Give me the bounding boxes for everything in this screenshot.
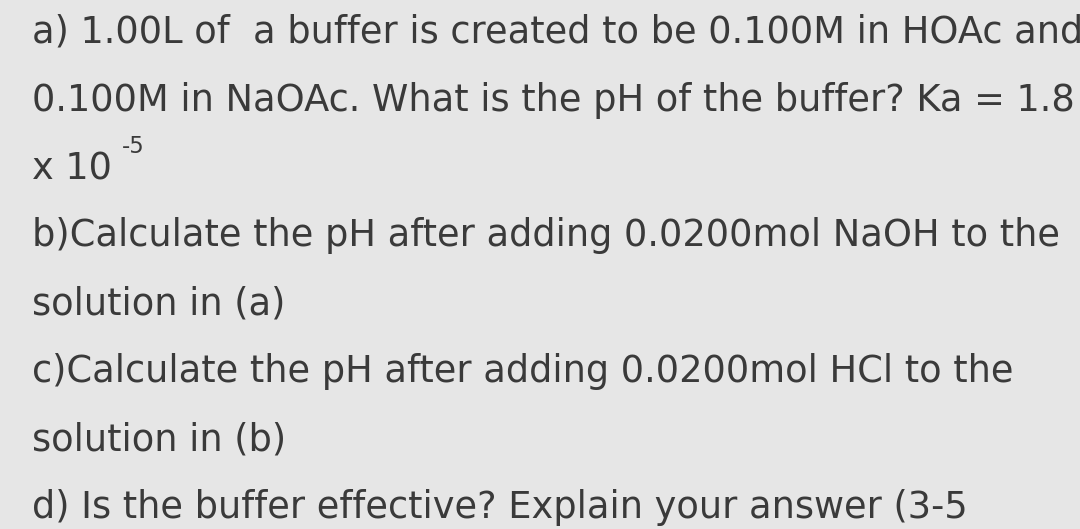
Text: solution in (a): solution in (a): [32, 286, 286, 323]
Text: b)Calculate the pH after adding 0.0200mol NaOH to the: b)Calculate the pH after adding 0.0200mo…: [32, 217, 1061, 254]
Text: d) Is the buffer effective? Explain your answer (3-5: d) Is the buffer effective? Explain your…: [32, 489, 968, 526]
Text: 0.100M in NaOAc. What is the pH of the buffer? Ka = 1.8: 0.100M in NaOAc. What is the pH of the b…: [32, 82, 1076, 119]
Text: c)Calculate the pH after adding 0.0200mol HCl to the: c)Calculate the pH after adding 0.0200mo…: [32, 353, 1014, 390]
Text: x 10: x 10: [32, 151, 112, 188]
Text: solution in (b): solution in (b): [32, 422, 286, 459]
Text: -5: -5: [122, 135, 145, 158]
Text: a) 1.00L of  a buffer is created to be 0.100M in HOAc and: a) 1.00L of a buffer is created to be 0.…: [32, 13, 1080, 50]
